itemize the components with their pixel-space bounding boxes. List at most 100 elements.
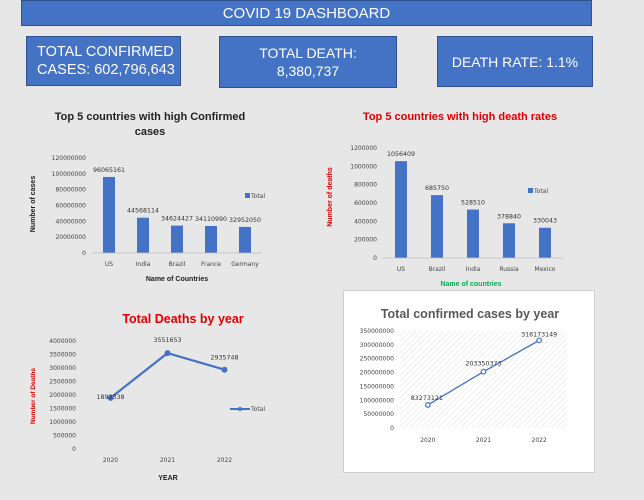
y-tick-label: 0 bbox=[72, 446, 76, 453]
x-tick-label: Russia bbox=[499, 266, 519, 273]
deaths-chart-title: Top 5 countries with high death rates bbox=[363, 111, 557, 123]
dashboard-title: COVID 19 DASHBOARD bbox=[21, 0, 592, 26]
bar-mexico bbox=[539, 227, 551, 258]
y-tick-label: 100000000 bbox=[360, 397, 395, 404]
y-tick-label: 1000000 bbox=[49, 419, 76, 426]
data-label: 1893338 bbox=[96, 394, 124, 401]
point-2020 bbox=[107, 394, 114, 401]
confirmed-legend-swatch bbox=[245, 193, 250, 198]
y-tick-label: 1500000 bbox=[49, 406, 76, 413]
deaths-year-y-axis-label: Number of Deaths bbox=[30, 368, 37, 424]
bar-brazil bbox=[171, 225, 183, 253]
y-tick-label: 400000 bbox=[354, 218, 377, 225]
data-label: 685750 bbox=[425, 185, 449, 192]
total-death-value: 8,380,737 bbox=[276, 63, 340, 79]
y-tick-label: 1000000 bbox=[350, 163, 377, 170]
data-label: 203350373 bbox=[465, 361, 501, 368]
data-label: 378840 bbox=[497, 213, 521, 220]
x-tick-label: 2021 bbox=[160, 457, 175, 464]
deaths-x-axis-label: Name of countries bbox=[440, 281, 501, 288]
total-confirmed-label: TOTAL CONFIRMED bbox=[37, 44, 174, 60]
confirmed-legend-label: Total bbox=[250, 193, 265, 200]
x-tick-label: 2022 bbox=[217, 457, 232, 464]
plot-area-hatch bbox=[400, 331, 567, 428]
data-label: 32952050 bbox=[229, 217, 261, 224]
y-tick-label: 0 bbox=[373, 255, 377, 262]
deaths-year-chart-title: Total Deaths by year bbox=[122, 312, 243, 326]
y-tick-label: 250000000 bbox=[360, 356, 395, 363]
deaths-legend-swatch bbox=[528, 188, 533, 193]
confirmed-x-axis-label: Name of Countries bbox=[146, 276, 208, 283]
data-label: 44568114 bbox=[127, 208, 159, 215]
confirmed-y-axis-label: Number of cases bbox=[30, 176, 37, 233]
point-2021 bbox=[164, 350, 171, 357]
x-tick-label: 2020 bbox=[420, 437, 435, 444]
total-confirmed-value: CASES: 602,796,643 bbox=[37, 62, 175, 78]
x-tick-label: India bbox=[136, 261, 151, 268]
y-tick-label: 350000000 bbox=[360, 328, 395, 335]
bar-india bbox=[467, 209, 479, 258]
deaths-year-x-axis-label: YEAR bbox=[158, 475, 177, 482]
deaths-y-axis-label: Number of deaths bbox=[327, 167, 334, 227]
y-tick-label: 40000000 bbox=[55, 218, 86, 225]
y-tick-label: 0 bbox=[82, 250, 86, 257]
x-tick-label: Brazil bbox=[429, 266, 446, 273]
y-tick-label: 1200000 bbox=[350, 145, 377, 152]
series-line bbox=[109, 351, 225, 399]
bar-us bbox=[103, 176, 115, 253]
data-label: 316173149 bbox=[521, 331, 557, 338]
confirmed-year-chart-title: Total confirmed cases by year bbox=[381, 307, 559, 321]
y-tick-label: 500000 bbox=[53, 433, 76, 440]
x-tick-label: 2020 bbox=[103, 457, 118, 464]
y-tick-label: 50000000 bbox=[363, 411, 394, 418]
death-rate-value: DEATH RATE: 1.1% bbox=[451, 53, 579, 70]
x-tick-label: Germany bbox=[231, 261, 259, 268]
y-tick-label: 100000000 bbox=[52, 171, 87, 178]
bar-russia bbox=[503, 223, 515, 258]
y-tick-label: 200000000 bbox=[360, 370, 395, 377]
x-tick-label: Brazil bbox=[169, 261, 186, 268]
x-tick-label: India bbox=[466, 266, 481, 273]
y-tick-label: 2500000 bbox=[49, 379, 76, 386]
y-tick-label: 80000000 bbox=[55, 187, 86, 194]
x-tick-label: 2021 bbox=[476, 437, 491, 444]
bar-us bbox=[395, 161, 407, 258]
y-tick-label: 2000000 bbox=[49, 392, 76, 399]
y-tick-label: 20000000 bbox=[55, 234, 86, 241]
x-tick-label: France bbox=[201, 261, 221, 268]
point-2021 bbox=[480, 368, 487, 375]
y-tick-label: 800000 bbox=[354, 182, 377, 189]
y-tick-label: 0 bbox=[390, 425, 394, 432]
data-label: 96065161 bbox=[93, 167, 125, 174]
point-2022 bbox=[221, 366, 228, 373]
bar-brazil bbox=[431, 195, 443, 258]
bar-india bbox=[137, 217, 149, 253]
data-label: 34624427 bbox=[161, 216, 193, 223]
data-label: 83273121 bbox=[411, 395, 443, 402]
y-tick-label: 4000000 bbox=[49, 338, 76, 345]
deaths-legend-label: Total bbox=[533, 188, 548, 195]
bar-france bbox=[205, 225, 217, 253]
data-label: 1056409 bbox=[387, 151, 415, 158]
confirmed-chart-title: Top 5 countries with high Confirmed cases bbox=[55, 111, 245, 138]
y-tick-label: 200000 bbox=[354, 237, 377, 244]
total-death-label: TOTAL DEATH: bbox=[259, 45, 357, 61]
x-tick-label: US bbox=[105, 261, 113, 268]
deaths-year-legend-marker bbox=[238, 407, 242, 411]
y-tick-label: 120000000 bbox=[52, 155, 87, 162]
dashboard-title-text: COVID 19 DASHBOARD bbox=[222, 4, 391, 22]
data-label: 2935748 bbox=[210, 355, 238, 362]
point-2020 bbox=[424, 402, 431, 408]
y-tick-label: 3500000 bbox=[49, 352, 76, 359]
data-label: 528510 bbox=[461, 200, 485, 207]
point-2022 bbox=[536, 337, 543, 344]
bar-germany bbox=[239, 226, 251, 253]
x-tick-label: US bbox=[397, 266, 405, 273]
x-tick-label: Mexico bbox=[535, 266, 556, 273]
y-tick-label: 3000000 bbox=[49, 365, 76, 372]
data-label: 34110990 bbox=[195, 216, 227, 223]
x-tick-label: 2022 bbox=[532, 437, 547, 444]
y-tick-label: 600000 bbox=[354, 200, 377, 207]
data-label: 3551653 bbox=[153, 337, 181, 344]
